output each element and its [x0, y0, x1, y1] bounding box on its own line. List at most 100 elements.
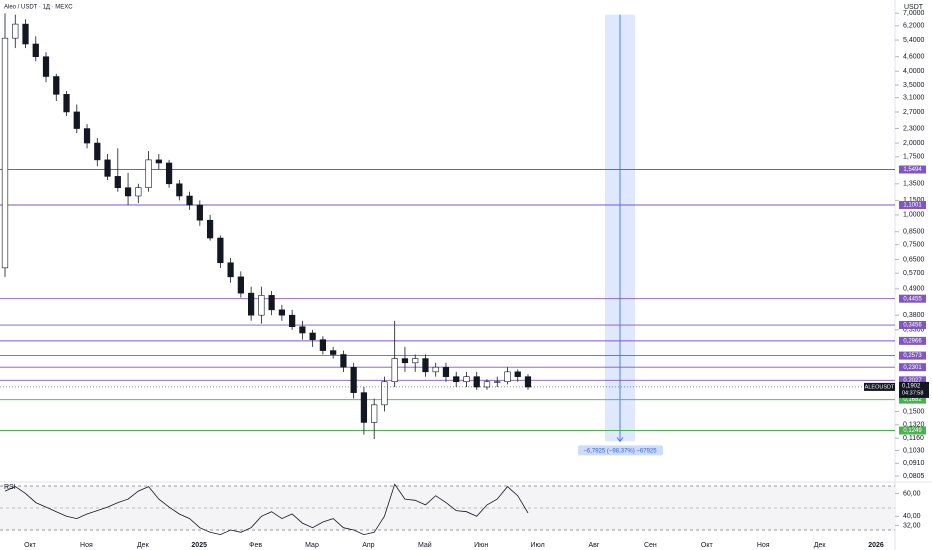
candle-body: [268, 295, 275, 311]
candle-body: [237, 276, 244, 294]
candle-body: [135, 187, 142, 197]
x-tick-label: Окт: [701, 542, 714, 549]
y-tick-label: 1,7500: [903, 154, 925, 161]
level-label-box: [899, 363, 926, 372]
candle-body: [155, 159, 162, 164]
level-label-box: [899, 336, 926, 345]
candle-body: [432, 366, 439, 373]
candle-body: [453, 376, 460, 383]
axis-unit: USDT: [904, 4, 924, 11]
y-tick-label: 0,1500: [903, 408, 925, 415]
level-label-box: [899, 351, 926, 360]
candle-body: [371, 404, 378, 423]
candle-body: [22, 23, 29, 45]
symbol-label: ALEOUSDT: [865, 384, 895, 390]
y-tick-label: 0,5700: [903, 270, 925, 277]
y-tick-label: 3,5000: [903, 82, 925, 89]
candle-body: [360, 392, 368, 423]
x-tick-label: Авг: [589, 542, 600, 549]
candle-body: [391, 358, 398, 383]
candle-body: [73, 111, 80, 129]
candle-body: [247, 292, 255, 316]
x-tick-label: Июл: [530, 542, 544, 549]
rsi-line: [4, 483, 529, 536]
y-tick-label: 4,6000: [903, 54, 925, 61]
y-tick-label: 3,1000: [903, 94, 925, 101]
candle-body: [504, 371, 511, 383]
level-label: 0,3456: [903, 323, 922, 329]
candle-body: [412, 358, 419, 364]
x-tick-label: Июн: [474, 542, 488, 549]
level-label-box: [899, 165, 926, 174]
candle-body: [83, 128, 91, 144]
y-tick-label: 0,0910: [903, 460, 925, 467]
x-tick-label: Мар: [305, 542, 319, 549]
level-label-box: [899, 426, 926, 435]
candle-body: [524, 376, 532, 388]
symbol-box: [864, 382, 895, 391]
level-label: 0,2573: [903, 353, 922, 359]
last-price-box: [899, 381, 929, 398]
level-label: 0,1249: [903, 428, 922, 434]
candle-body: [12, 23, 19, 39]
x-tick-label: Апр: [362, 542, 374, 549]
y-tick-label: 0,3300: [903, 327, 925, 334]
candle-body: [206, 219, 214, 239]
x-tick-label: Май: [418, 541, 432, 549]
level-label: 0,2027: [903, 378, 922, 384]
level-label-box: [899, 321, 926, 330]
chart-title: Aleo / USDT · 1Д · MEXC: [4, 5, 73, 11]
last-price-label: 0,1902: [902, 383, 921, 389]
y-tick-label: 1,0000: [903, 212, 925, 219]
y-tick-label: 0,8500: [903, 229, 925, 236]
candle-body: [401, 358, 409, 364]
level-label: 0,4455: [903, 296, 922, 302]
level-label-box: [899, 200, 926, 209]
level-label: 0,1682: [903, 397, 922, 403]
y-tick-label: 0,1320: [903, 422, 925, 429]
measure-arrowhead: [616, 437, 624, 443]
candle-body: [53, 76, 60, 95]
x-tick-label: Окт: [24, 542, 37, 549]
x-tick-label: Сен: [644, 542, 657, 549]
candle-body: [145, 159, 152, 188]
candle-body: [473, 376, 480, 388]
candle-body: [319, 339, 327, 351]
candle-body: [381, 381, 388, 406]
level-label-box: [899, 395, 926, 404]
candle-body: [258, 295, 265, 316]
y-tick-label: 0,1030: [903, 447, 925, 454]
level-label: 1,5494: [903, 167, 922, 173]
candle-body: [422, 358, 429, 373]
y-tick-label: 0,3800: [903, 312, 925, 319]
candle-body: [63, 94, 70, 113]
candle-body: [299, 326, 306, 334]
candle-body: [196, 204, 203, 221]
y-tick-label: 2,7000: [903, 109, 925, 116]
candle-body: [32, 43, 39, 58]
y-tick-label: 0,0805: [903, 473, 925, 480]
candle-body: [494, 381, 501, 383]
candle-body: [227, 262, 234, 278]
level-label: 0,2301: [903, 365, 922, 371]
rsi-title: RSI: [4, 484, 16, 491]
y-tick-label: 0,7500: [903, 242, 925, 249]
candle-body: [104, 159, 111, 177]
candle-body: [186, 195, 193, 206]
candle-body: [94, 142, 101, 161]
candle-body: [124, 187, 132, 197]
measure-label: −6,7925 (−98,37%) −67925: [583, 448, 657, 454]
candle-body: [463, 376, 470, 383]
level-label: 1,1001: [903, 203, 922, 209]
y-tick-label: 1,3500: [903, 181, 925, 188]
x-tick-label: Ноя: [80, 542, 93, 549]
y-tick-label: 2,0000: [903, 140, 925, 147]
candle-body: [340, 354, 347, 368]
y-tick-label: 5,4000: [903, 37, 925, 44]
level-label-box: [899, 294, 926, 303]
candle-body: [330, 350, 337, 355]
x-tick-label: Дек: [814, 542, 827, 549]
level-label: 0,2966: [903, 338, 922, 344]
